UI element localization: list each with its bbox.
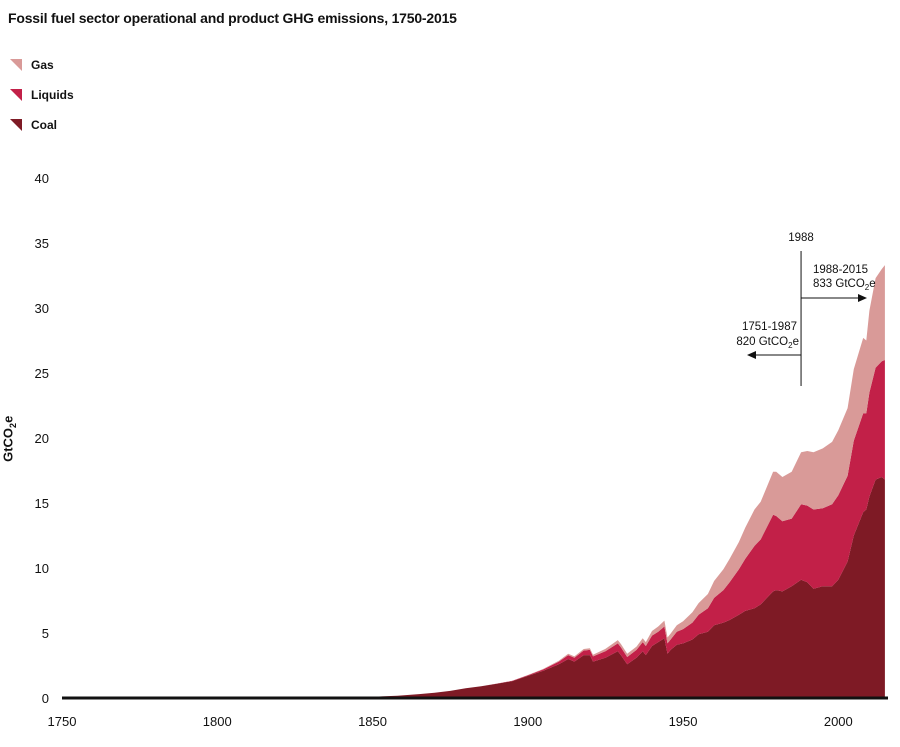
legend-label-coal: Coal: [31, 118, 58, 132]
y-tick-label: 20: [35, 431, 49, 446]
area-coal: [62, 477, 885, 698]
legend-swatch-coal: [10, 119, 22, 131]
legend-item-gas: Gas: [10, 50, 74, 80]
x-tick-label: 1800: [203, 714, 232, 729]
legend-swatch-gas: [10, 59, 22, 71]
left-arrow-head: [747, 351, 756, 359]
legend-label-liquids: Liquids: [31, 88, 74, 102]
x-tick-label: 2000: [824, 714, 853, 729]
chart-legend: Gas Liquids Coal: [10, 50, 74, 140]
legend-label-gas: Gas: [31, 58, 54, 72]
y-tick-label: 35: [35, 236, 49, 251]
y-tick-label: 40: [35, 171, 49, 186]
y-tick-label: 30: [35, 301, 49, 316]
x-tick-label: 1850: [358, 714, 387, 729]
left-total-label: 820 GtCO2e: [736, 336, 799, 350]
divider-label: 1988: [788, 232, 814, 244]
legend-item-liquids: Liquids: [10, 80, 74, 110]
legend-item-coal: Coal: [10, 110, 74, 140]
y-tick-label: 5: [42, 626, 49, 641]
right-total-label: 833 GtCO2e: [813, 278, 876, 292]
chart-title: Fossil fuel sector operational and produ…: [8, 10, 457, 26]
x-tick-label: 1900: [513, 714, 542, 729]
y-tick-label: 25: [35, 366, 49, 381]
y-tick-label: 15: [35, 496, 49, 511]
x-tick-label: 1750: [48, 714, 77, 729]
legend-swatch-liquids: [10, 89, 22, 101]
y-tick-label: 10: [35, 561, 49, 576]
x-tick-label: 1950: [669, 714, 698, 729]
left-period-label: 1751-1987: [742, 321, 797, 333]
y-tick-label: 0: [42, 691, 49, 706]
right-arrow-head: [858, 294, 867, 302]
right-period-label: 1988-2015: [813, 264, 868, 276]
